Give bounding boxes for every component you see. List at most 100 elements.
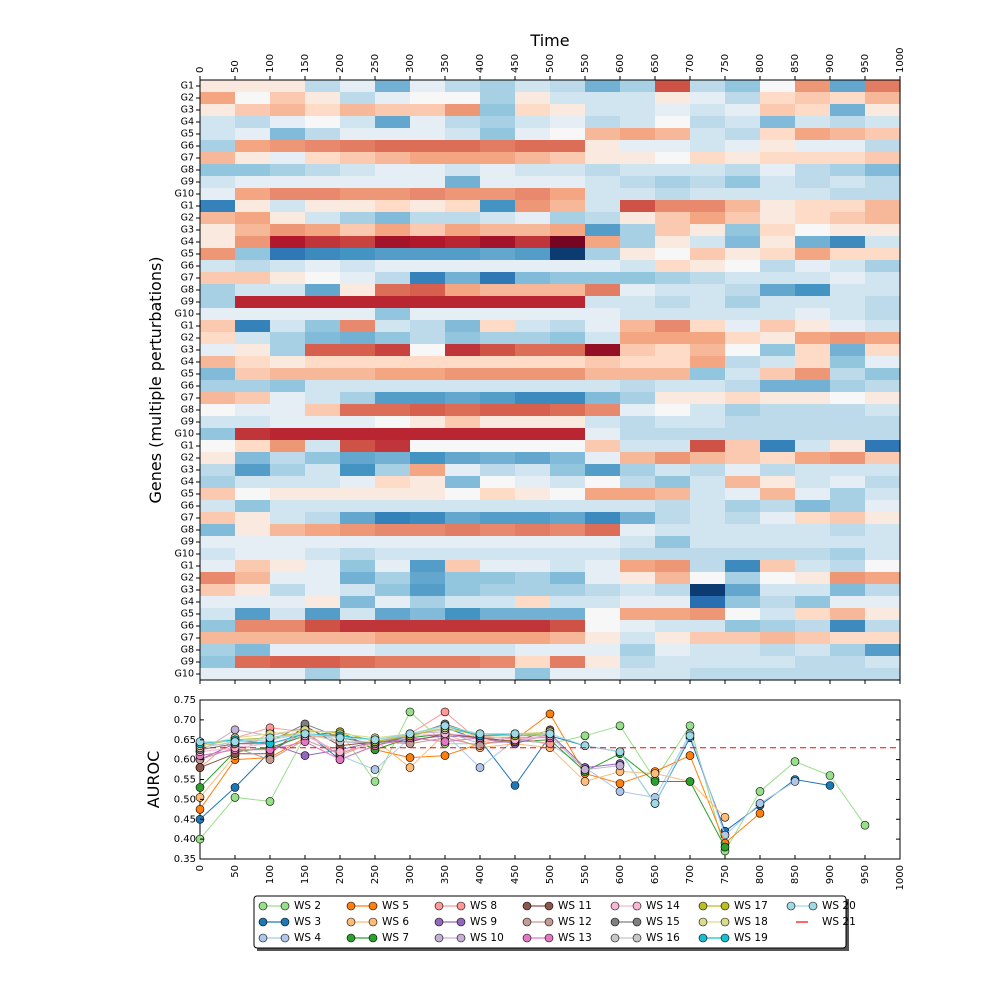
- heatmap-cell: [200, 272, 236, 285]
- heatmap-y-tick-label: G1: [181, 321, 194, 332]
- heatmap-cell: [235, 248, 271, 261]
- heatmap-cell: [830, 368, 866, 381]
- heatmap-cell: [725, 308, 761, 321]
- heatmap-cell: [865, 380, 901, 393]
- heatmap-cell: [655, 140, 691, 153]
- heatmap-cell: [200, 308, 236, 321]
- heatmap-cell: [410, 512, 446, 525]
- heatmap-cell: [620, 104, 656, 117]
- heatmap-cell: [445, 344, 481, 357]
- heatmap-cell: [340, 464, 376, 477]
- heatmap-cell: [270, 104, 306, 117]
- heatmap-cell: [235, 356, 271, 369]
- heatmap-cell: [865, 164, 901, 177]
- heatmap-cell: [585, 368, 621, 381]
- heatmap-cell: [200, 236, 236, 249]
- heatmap-cell: [375, 116, 411, 129]
- heatmap-cell: [305, 644, 341, 657]
- heatmap-cell: [270, 404, 306, 417]
- heatmap-cell: [200, 188, 236, 201]
- heatmap-cell: [235, 632, 271, 645]
- heatmap-cell: [865, 440, 901, 453]
- heatmap-cell: [760, 200, 796, 213]
- series-point: [685, 731, 695, 741]
- heatmap-cells: [200, 80, 901, 681]
- heatmap-cell: [270, 212, 306, 225]
- heatmap-cell: [340, 320, 376, 333]
- heatmap-cell: [375, 152, 411, 165]
- heatmap-cell: [340, 404, 376, 417]
- heatmap-cell: [865, 284, 901, 297]
- heatmap-cell: [795, 284, 831, 297]
- heatmap-cell: [480, 404, 516, 417]
- heatmap-cell: [480, 164, 516, 177]
- heatmap-cell: [830, 464, 866, 477]
- heatmap-cell: [340, 140, 376, 153]
- heatmap-cell: [445, 320, 481, 333]
- heatmap-cell: [725, 644, 761, 657]
- heatmap-cell: [200, 200, 236, 213]
- heatmap-cell: [480, 596, 516, 609]
- heatmap-cell: [655, 260, 691, 273]
- heatmap-cell: [445, 260, 481, 273]
- series-point: [720, 842, 730, 852]
- heatmap-cell: [375, 224, 411, 237]
- heatmap-cell: [830, 140, 866, 153]
- heatmap-cell: [340, 152, 376, 165]
- heatmap-cell: [375, 344, 411, 357]
- heatmap-cell: [760, 464, 796, 477]
- heatmap-cell: [480, 548, 516, 561]
- heatmap-cell: [270, 476, 306, 489]
- heatmap-cell: [550, 524, 586, 537]
- heatmap-cell: [655, 164, 691, 177]
- heatmap-cell: [340, 608, 376, 621]
- heatmap-y-tick-label: G9: [181, 417, 194, 428]
- heatmap-cell: [410, 392, 446, 405]
- heatmap-cell: [410, 404, 446, 417]
- heatmap-cell: [410, 440, 446, 453]
- heatmap-cell: [830, 80, 866, 93]
- heatmap-cell: [585, 404, 621, 417]
- legend-swatch-marker: [720, 901, 730, 911]
- heatmap-cell: [795, 212, 831, 225]
- heatmap-cell: [235, 152, 271, 165]
- heatmap-cell: [585, 140, 621, 153]
- heatmap-y-tick-label: G8: [181, 405, 194, 416]
- heatmap-cell: [235, 380, 271, 393]
- heatmap-cell: [760, 632, 796, 645]
- heatmap-cell: [865, 416, 901, 429]
- heatmap-cell: [865, 272, 901, 285]
- heatmap-cell: [515, 632, 551, 645]
- heatmap-y-tick-label: G9: [181, 657, 194, 668]
- heatmap-cell: [725, 488, 761, 501]
- heatmap-cell: [235, 572, 271, 585]
- heatmap-cell: [410, 296, 446, 309]
- heatmap-cell: [305, 104, 341, 117]
- heatmap-cell: [515, 152, 551, 165]
- heatmap-cell: [830, 188, 866, 201]
- heatmap-cell: [690, 296, 726, 309]
- heatmap-cell: [795, 428, 831, 441]
- legend-items: WS 2 WS 3 WS 4 WS 5 WS 6 WS 7 WS 8 WS 9 WS 10 WS …: [258, 900, 856, 944]
- line-chart-y-tick-label: 0.70: [174, 715, 196, 726]
- heatmap-cell: [375, 464, 411, 477]
- heatmap-cell: [585, 344, 621, 357]
- heatmap-cell: [550, 404, 586, 417]
- heatmap-cell: [515, 512, 551, 525]
- heatmap-cell: [305, 380, 341, 393]
- heatmap-cell: [410, 620, 446, 633]
- heatmap-cell: [865, 572, 901, 585]
- heatmap-cell: [515, 200, 551, 213]
- heatmap-cell: [235, 284, 271, 297]
- heatmap-cell: [375, 212, 411, 225]
- heatmap-cell: [655, 296, 691, 309]
- heatmap-cell: [865, 104, 901, 117]
- heatmap-cell: [865, 452, 901, 465]
- heatmap-cell: [445, 80, 481, 93]
- heatmap-cell: [375, 200, 411, 213]
- legend-item: WS 6: [346, 916, 409, 928]
- heatmap-cell: [410, 284, 446, 297]
- heatmap-cell: [445, 572, 481, 585]
- heatmap-cell: [410, 668, 446, 681]
